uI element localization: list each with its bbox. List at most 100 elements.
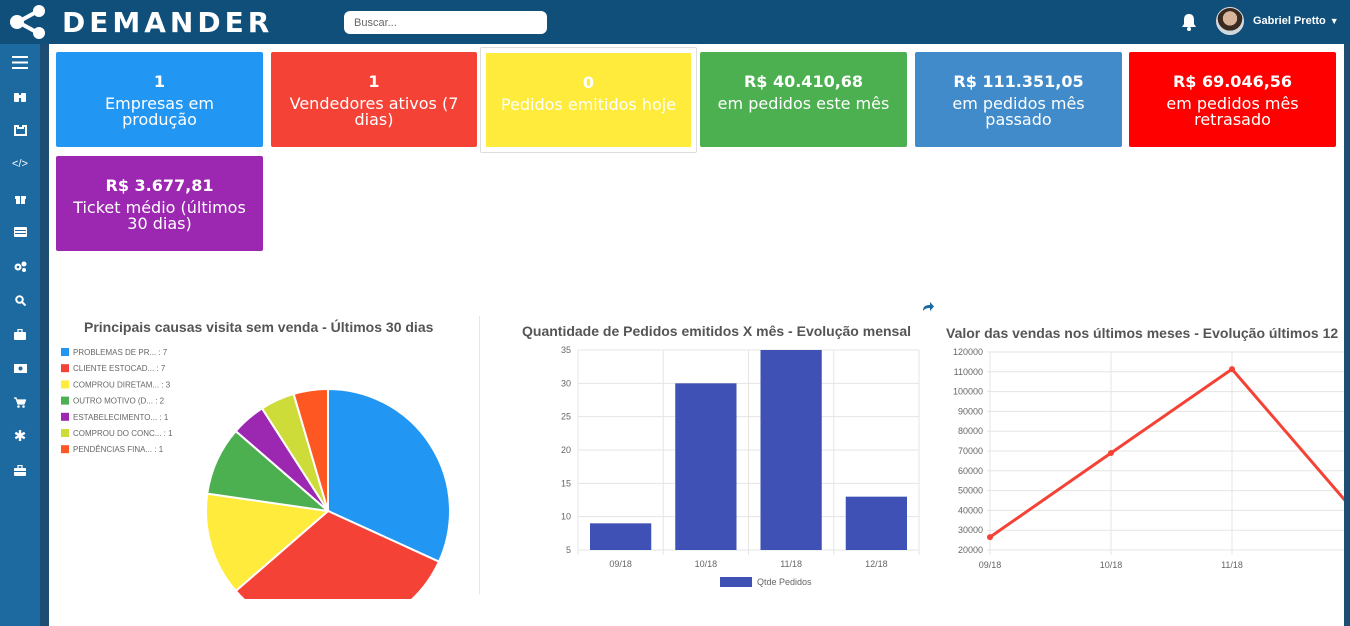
- y-tick-label: 20000: [958, 545, 983, 555]
- stat-tile-pedidos-hoje-frame[interactable]: 0 Pedidos emitidos hoje: [480, 47, 697, 153]
- y-tick-label: 100000: [953, 387, 983, 397]
- y-tick-label: 60000: [958, 466, 983, 476]
- top-navbar: DEMANDER Gabriel Pretto ▼: [0, 0, 1350, 44]
- toolbox-icon[interactable]: [0, 460, 40, 480]
- stat-label: Vendedores ativos (7 dias): [289, 94, 459, 129]
- legend-label: COMPROU DIRETAM... : 3: [73, 380, 171, 389]
- data-point: [987, 534, 993, 541]
- pie-slice: [292, 387, 329, 512]
- briefcase-icon[interactable]: [0, 324, 40, 344]
- y-tick-label: 50000: [958, 486, 983, 496]
- data-point: [1229, 366, 1235, 373]
- y-tick-label: 70000: [958, 446, 983, 456]
- bar: [760, 350, 822, 550]
- pie-slice: [205, 492, 331, 593]
- x-tick-label: 12/18: [865, 559, 888, 569]
- pie-slice: [234, 509, 441, 599]
- legend-label: CLIENTE ESTOCAD... : 7: [73, 364, 166, 373]
- stat-label: Ticket médio (últimos 30 dias): [73, 198, 246, 233]
- y-tick-label: 5: [566, 545, 571, 555]
- pie-slice: [327, 387, 451, 564]
- y-tick-label: 80000: [958, 426, 983, 436]
- stat-value: R$ 40.410,68: [743, 72, 864, 91]
- legend-label: OUTRO MOTIVO (D... : 2: [73, 397, 165, 406]
- line-chart-title: Valor das vendas nos últimos meses - Evo…: [946, 325, 1339, 341]
- stat-label: em pedidos mês passado: [952, 94, 1085, 129]
- legend-swatch: [720, 577, 752, 587]
- stat-tile-vendedores[interactable]: 1 Vendedores ativos (7 dias): [271, 52, 477, 147]
- line-chart: 20000 30000 40000 50000 60000 70000 80000 90000…: [953, 347, 1344, 570]
- share-icon[interactable]: [922, 299, 934, 317]
- y-tick-label: 35: [561, 345, 571, 355]
- pie-chart: PROBLEMAS DE PR... : 7 CLIENTE ESTOCAD...…: [61, 348, 451, 599]
- y-tick-label: 110000: [954, 367, 983, 377]
- x-tick-label: 10/18: [1100, 560, 1123, 570]
- legend-label: PENDÊNCIAS FINA... : 1: [73, 445, 164, 454]
- stat-value: 1: [368, 72, 380, 91]
- stat-tile-este-mes[interactable]: R$ 40.410,68 em pedidos este mês: [700, 52, 907, 147]
- stat-tile-ticket-medio[interactable]: R$ 3.677,81 Ticket médio (últimos 30 dia…: [56, 156, 263, 251]
- legend-swatch: [61, 412, 69, 421]
- pie-chart-title: Principais causas visita sem venda - Últ…: [84, 319, 434, 335]
- stat-tile-empresas[interactable]: 1 Empresas em produção: [56, 52, 263, 147]
- legend-swatch: [61, 364, 69, 373]
- money-icon[interactable]: [0, 358, 40, 378]
- legend-swatch: [61, 348, 69, 356]
- y-tick-label: 25: [561, 412, 571, 422]
- y-tick-label: 40000: [958, 505, 983, 515]
- stat-tile-pedidos-hoje: 0 Pedidos emitidos hoje: [486, 53, 691, 147]
- puzzle-icon[interactable]: [0, 120, 40, 140]
- avatar: [1216, 7, 1244, 35]
- code-icon[interactable]: </>: [12, 158, 28, 170]
- chevron-down-icon: ▼: [1329, 16, 1339, 26]
- bar: [675, 383, 737, 550]
- stat-tile-mes-retrasado[interactable]: R$ 69.046,56 em pedidos mês retrasado: [1129, 52, 1336, 147]
- user-name: Gabriel Pretto: [1253, 15, 1326, 27]
- legend-label: COMPROU DO CONC... : 1: [73, 429, 173, 438]
- legend-label: PROBLEMAS DE PR... : 7: [73, 348, 168, 357]
- stat-value: 1: [153, 72, 166, 91]
- x-tick-label: 11/18: [780, 559, 802, 569]
- stat-value: R$ 3.677,81: [105, 176, 214, 195]
- brand-name: DEMANDER: [62, 5, 274, 39]
- search-input[interactable]: [344, 11, 547, 34]
- legend-swatch: [61, 429, 69, 437]
- binoculars-icon[interactable]: [0, 86, 40, 106]
- x-tick-label: 11/18: [1221, 560, 1243, 570]
- data-point: [1108, 449, 1114, 456]
- stat-tile-mes-passado[interactable]: R$ 111.351,05 em pedidos mês passado: [915, 52, 1122, 147]
- divider: [479, 316, 480, 594]
- table-icon[interactable]: [0, 222, 40, 242]
- x-tick-label: 10/18: [695, 559, 718, 569]
- gears-icon[interactable]: [0, 256, 40, 276]
- sidebar: </> ✱: [0, 44, 40, 626]
- dashboard-content: 1 Empresas em produção 1 Vendedores ativ…: [49, 44, 1344, 626]
- bar-chart-title: Quantidade de Pedidos emitidos X mês - E…: [522, 323, 911, 339]
- brand-logo[interactable]: DEMANDER: [8, 4, 273, 40]
- menu-icon[interactable]: [0, 52, 40, 72]
- stat-value: R$ 111.351,05: [953, 72, 1084, 91]
- legend-swatch: [61, 396, 69, 405]
- stat-label: em pedidos este mês: [717, 94, 890, 113]
- y-tick-label: 10: [561, 512, 571, 522]
- user-menu[interactable]: Gabriel Pretto ▼: [1216, 7, 1339, 35]
- x-tick-label: 09/18: [979, 560, 1002, 570]
- stat-label: em pedidos mês retrasado: [1166, 94, 1299, 129]
- stat-value: 0: [582, 73, 595, 92]
- legend-swatch: [61, 380, 69, 389]
- bar-chart: 5 10 15 20 25 30 35 09/18 10/18 11/18 12/18 Qtde Pe…: [561, 345, 920, 587]
- share-logo-icon: [10, 5, 45, 39]
- gift-icon[interactable]: [0, 188, 40, 208]
- stat-label: Empresas em produção: [105, 94, 214, 129]
- stat-label: Pedidos emitidos hoje: [500, 95, 677, 114]
- stat-value: R$ 69.046,56: [1172, 72, 1293, 91]
- cart-icon[interactable]: [0, 392, 40, 412]
- y-tick-label: 30000: [958, 525, 983, 535]
- legend-swatch: [61, 445, 69, 454]
- notifications-bell-icon[interactable]: [1181, 13, 1197, 36]
- bar: [590, 523, 652, 550]
- search-icon[interactable]: [0, 290, 40, 310]
- legend-label: Qtde Pedidos: [757, 577, 812, 587]
- x-tick-label: 09/18: [609, 559, 632, 569]
- asterisk-icon[interactable]: ✱: [13, 428, 27, 445]
